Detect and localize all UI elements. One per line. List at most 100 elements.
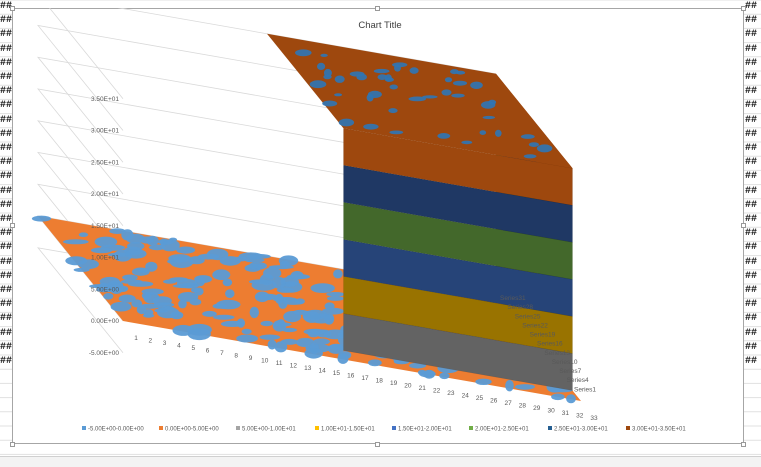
floor-patch: [176, 246, 196, 254]
resize-handle[interactable]: [10, 6, 15, 11]
overflow-cells-right: ## ## ## ## ## ## ## ## ## ## ## ## ## #…: [745, 1, 758, 368]
top-patch: [409, 67, 419, 74]
floor-patch: [439, 372, 450, 380]
resize-handle[interactable]: [741, 6, 746, 11]
top-patch: [309, 80, 327, 89]
floor-patch: [282, 327, 297, 333]
series-axis-label: Series28: [507, 304, 533, 311]
x-tick-label: 3: [163, 340, 167, 347]
floor-patch: [323, 329, 348, 340]
chart-legend[interactable]: -5.00E+00-0.00E+00 0.00E+00-5.00E+00 5.00E…: [82, 426, 686, 433]
floor-patch: [65, 256, 88, 266]
top-patch: [441, 89, 452, 96]
floor-patch: [172, 283, 199, 289]
x-tick-label: 11: [276, 360, 283, 367]
legend-label: 1.50E+01-2.00E+01: [398, 427, 452, 433]
y-axis-ticks: -5.00E+00 0.00E+00 5.00E+00 1.00E+01 1.50E+0…: [89, 96, 120, 357]
floor-patch: [293, 309, 308, 315]
floor-patch: [222, 278, 233, 287]
series-axis-label: Series22: [522, 322, 548, 329]
top-patch: [373, 68, 390, 74]
floor-patch: [122, 274, 138, 281]
floor-patch: [145, 261, 158, 272]
floor-patch: [90, 247, 113, 254]
legend-swatch: [159, 426, 163, 430]
top-patch: [482, 115, 495, 120]
floor-patch: [368, 359, 382, 367]
x-tick-label: 22: [433, 388, 441, 395]
x-tick-label: 27: [504, 400, 512, 407]
chart-title[interactable]: Chart Title: [358, 20, 401, 31]
floor-patch: [78, 232, 89, 237]
floor-patch: [263, 267, 282, 279]
top-patch: [323, 68, 332, 77]
overflow-cells-left: ## ## ## ## ## ## ## ## ## ## ## ## ## #…: [0, 1, 13, 368]
x-tick-label: 24: [462, 393, 470, 400]
legend-swatch: [82, 426, 86, 430]
floor-patch: [225, 289, 235, 298]
x-tick-label: 31: [562, 410, 570, 417]
floor-patch: [109, 228, 126, 235]
floor-patch: [307, 329, 320, 338]
floor-patch: [274, 341, 288, 353]
x-tick-label: 5: [191, 345, 195, 352]
legend-label: 5.00E+00-1.00E+01: [242, 427, 296, 433]
floor-patch: [248, 279, 271, 285]
floor-patch: [551, 393, 565, 401]
x-tick-label: 26: [490, 398, 498, 405]
gridline: [49, 8, 497, 100]
floor-patch: [216, 299, 241, 310]
floor-patch: [475, 378, 492, 385]
floor-patch: [272, 276, 286, 289]
floor-patch: [94, 236, 118, 247]
resize-handle[interactable]: [10, 442, 15, 447]
floor-patch: [157, 239, 174, 245]
top-patch: [422, 95, 438, 99]
top-patch: [495, 129, 502, 137]
resize-handle[interactable]: [741, 223, 746, 228]
floor-patch: [141, 288, 164, 295]
floor-patch: [153, 302, 175, 308]
floor-patch: [273, 322, 292, 327]
floor-patch: [157, 306, 180, 319]
legend-swatch: [548, 426, 552, 430]
series-axis-label: Series16: [537, 341, 563, 348]
floor-patch: [62, 239, 89, 245]
floor-patch: [120, 279, 143, 284]
x-tick-label: 20: [404, 383, 412, 390]
resize-handle[interactable]: [741, 442, 746, 447]
y-tick-label: 3.50E+01: [91, 96, 119, 103]
top-patch: [461, 140, 473, 145]
floor-patch: [260, 320, 273, 327]
series-axis-label: Series13: [544, 350, 570, 357]
y-tick-label: 2.50E+01: [91, 159, 119, 166]
floor-patch: [178, 299, 187, 309]
x-tick-label: 30: [547, 408, 555, 415]
top-patch: [450, 69, 459, 75]
floor-patch: [194, 275, 213, 284]
legend-label: 0.00E+00-5.00E+00: [165, 427, 219, 433]
floor-patch: [125, 249, 147, 259]
gridline: [37, 120, 497, 227]
floor-patch: [303, 311, 321, 323]
top-patch: [388, 108, 398, 114]
resize-handle[interactable]: [10, 223, 15, 228]
resize-handle[interactable]: [375, 6, 380, 11]
series-axis-ticks: Series1 Series4 Series7 Series10 Series13 Ser…: [500, 295, 596, 393]
resize-handle[interactable]: [375, 442, 380, 447]
x-tick-label: 17: [361, 375, 369, 382]
top-patch: [528, 142, 540, 148]
chart-top-surface: [267, 33, 573, 169]
floor-patch: [241, 328, 252, 335]
top-patch: [295, 49, 312, 57]
series-axis-label: Series19: [530, 332, 556, 339]
x-tick-label: 23: [447, 390, 455, 397]
top-patch: [523, 154, 537, 159]
floor-patch: [254, 291, 270, 303]
y-tick-label: 0.00E+00: [91, 318, 119, 325]
floor-patch: [126, 233, 145, 244]
floor-patch: [249, 306, 259, 319]
legend-swatch: [626, 426, 630, 430]
chart[interactable]: Chart Title -5.00E+00 0.00E+00 5.00E+00 1.0…: [12, 8, 744, 444]
x-tick-label: 25: [476, 395, 484, 402]
